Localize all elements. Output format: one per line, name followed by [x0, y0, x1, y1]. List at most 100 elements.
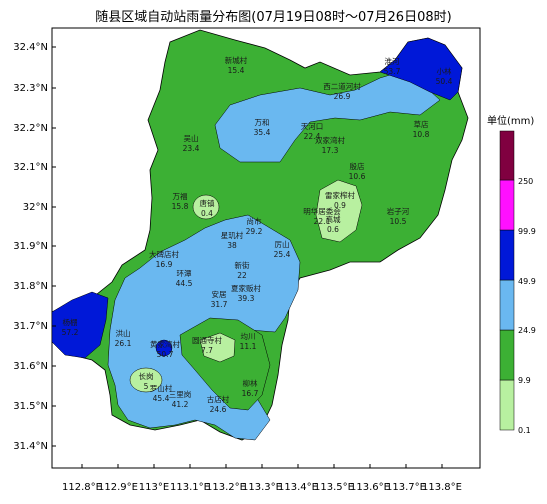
legend-swatch: [499, 279, 515, 331]
station-name: 草店: [414, 119, 429, 129]
station-name: 殷店: [350, 161, 365, 171]
station-name: 长岗: [139, 371, 154, 381]
station-value: 29.2: [246, 227, 263, 236]
station-value: 25.4: [274, 250, 291, 259]
lat-tick: 32.1°N: [13, 162, 48, 173]
station-name: 洪山: [116, 328, 131, 338]
station-name: 杨棚: [63, 317, 78, 327]
station-labels: 新城村 15.4 西二道河村 26.9 万和 35.4 天河口 22.4 双家湾…: [62, 55, 453, 414]
station-name: 双家湾村: [315, 135, 345, 145]
station-name: 均川: [241, 331, 256, 341]
station-name: 小林: [437, 66, 452, 76]
station-name: 星玑村: [221, 230, 244, 240]
legend-swatch: [499, 329, 515, 381]
legend-label: 24.9: [518, 326, 536, 335]
station-name: 罗山村: [150, 383, 173, 393]
station-value: 45.4: [153, 394, 170, 403]
lat-tick: 32°N: [23, 202, 48, 213]
station-value: 15.4: [228, 66, 245, 75]
lon-tick: 113.8°E: [422, 482, 462, 493]
station-value: 50.7: [157, 350, 174, 359]
lat-tick: 31.5°N: [13, 401, 48, 412]
station-value: 26.1: [115, 339, 132, 348]
station-value: 0.6: [327, 225, 339, 234]
lon-tick: 113°E: [139, 482, 169, 493]
lon-tick: 113.6°E: [350, 482, 390, 493]
station-name: 三里岗: [169, 390, 192, 399]
station-value: 23.4: [183, 144, 200, 153]
lon-tick: 113.5°E: [314, 482, 354, 493]
station-value: 10.8: [413, 130, 430, 139]
station-value: 7.7: [201, 346, 213, 355]
station-name: 厉山: [275, 239, 290, 249]
rain-zone-24-49: [214, 71, 441, 163]
station-name: 新城村: [225, 55, 248, 65]
station-value: 50.4: [436, 77, 453, 86]
station-value: 53.7: [384, 67, 401, 76]
station-value: 39.3: [238, 294, 255, 303]
station-value: 22.4: [304, 132, 321, 141]
station-value: 31.7: [211, 300, 228, 309]
rain-zone-49-99-local: [155, 339, 173, 357]
station-value: 22.1: [314, 217, 331, 226]
station-name: 西二道河村: [323, 81, 361, 91]
station-value: 16.9: [156, 260, 173, 269]
station-value: 16.7: [242, 389, 259, 398]
station-value: 17.3: [322, 146, 339, 155]
legend-swatch: [499, 229, 515, 281]
legend: 单位(mm) 0.1 9.9 24.9 49.9 99.9 250: [487, 114, 536, 435]
lat-tick: 31.9°N: [13, 241, 48, 252]
station-name: 天河口: [301, 122, 324, 131]
station-value: 5: [144, 382, 149, 391]
lon-tick: 113.7°E: [386, 482, 426, 493]
station-name: 古店村: [207, 394, 230, 404]
legend-label: 250: [518, 177, 533, 186]
rain-zone-0-9-tangzhen: [192, 194, 220, 220]
map-title: 随县区域自动站雨量分布图(07月19日08时～07月26日08时): [95, 10, 452, 25]
station-value: 10.6: [349, 172, 366, 181]
legend-swatch: [499, 379, 515, 431]
station-name: 黄家湾村: [150, 339, 180, 349]
station-name: 唐镇: [200, 198, 215, 208]
station-value: 0.9: [334, 201, 346, 210]
station-value: 10.5: [390, 217, 407, 226]
station-value: 15.8: [172, 202, 189, 211]
station-value: 24.6: [210, 405, 227, 414]
lon-tick: 112.9°E: [98, 482, 138, 493]
lat-tick: 31.4°N: [13, 441, 48, 452]
rain-zone-0-9-yuantong: [199, 332, 236, 363]
legend-swatch: [499, 130, 515, 181]
legend-label: 9.9: [518, 376, 531, 385]
lon-axis: 112.8°E 112.9°E 113°E 113.1°E 113.2°E 11…: [62, 464, 462, 493]
station-name: 万福: [173, 192, 188, 201]
legend-label: 99.9: [518, 227, 536, 236]
legend-title: 单位(mm): [487, 114, 534, 127]
lat-tick: 31.6°N: [13, 361, 48, 372]
station-name: 雷家榨村: [325, 190, 355, 200]
station-name: 安居: [212, 289, 227, 299]
rain-zone-0-9-gaocheng: [315, 179, 363, 243]
station-value: 38: [227, 241, 237, 250]
lat-tick: 32.3°N: [13, 83, 48, 94]
lon-tick: 113.4°E: [278, 482, 318, 493]
station-value: 41.2: [172, 400, 189, 409]
station-name: 圆通寺村: [192, 335, 222, 345]
station-name: 夏家贩村: [231, 283, 261, 293]
lat-tick: 32.2°N: [13, 123, 48, 134]
legend-swatch: [499, 179, 515, 231]
station-name: 尚市: [247, 216, 262, 226]
lat-tick: 32.4°N: [13, 42, 48, 53]
station-name: 环潭: [177, 269, 192, 278]
lon-tick: 113.2°E: [206, 482, 246, 493]
lon-tick: 113.1°E: [170, 482, 210, 493]
rain-zone-49-99-ne: [379, 37, 463, 101]
station-value: 0.4: [201, 209, 213, 218]
lon-tick: 112.8°E: [62, 482, 102, 493]
lat-tick: 31.8°N: [13, 281, 48, 292]
legend-label: 0.1: [518, 426, 531, 435]
legend-label: 49.9: [518, 277, 536, 286]
station-name: 明华居委会: [303, 206, 341, 216]
station-value: 22: [237, 271, 247, 280]
lat-axis: 32.4°N 32.3°N 32.2°N 32.1°N 32°N 31.9°N …: [13, 42, 56, 452]
